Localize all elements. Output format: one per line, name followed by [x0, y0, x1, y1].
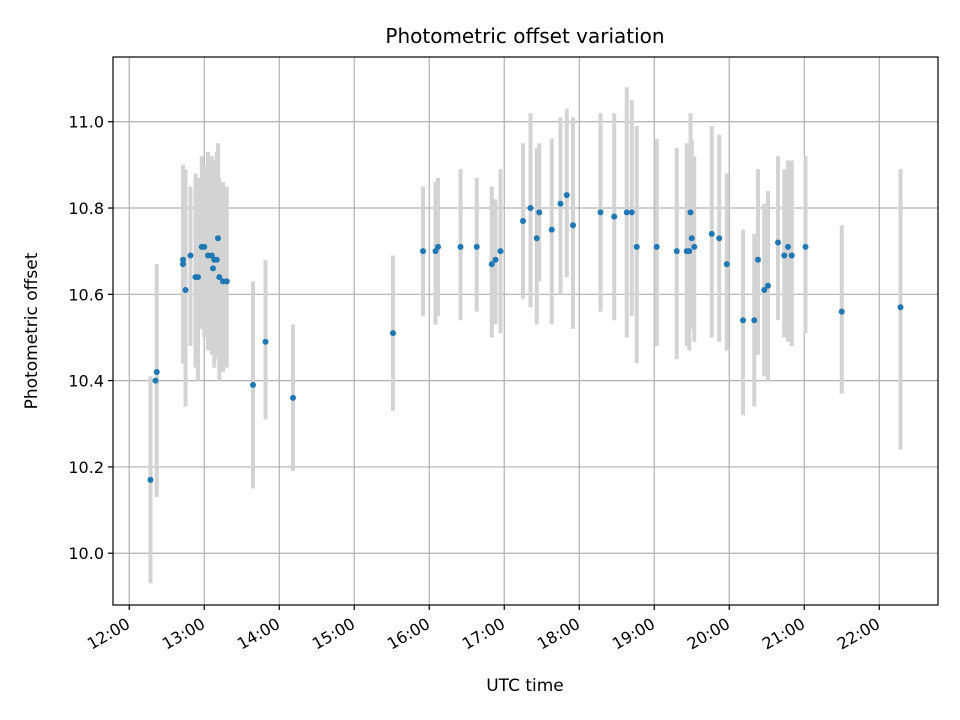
data-point — [686, 248, 693, 255]
data-point — [687, 209, 694, 216]
data-point — [215, 235, 221, 242]
data-point — [250, 381, 256, 388]
data-point — [435, 243, 441, 250]
data-point — [563, 192, 570, 199]
data-point — [187, 252, 194, 259]
data-point — [708, 230, 715, 237]
x-axis-label: UTC time — [486, 676, 564, 696]
data-point — [611, 213, 618, 220]
data-point — [195, 274, 201, 281]
data-point — [688, 235, 695, 242]
data-point — [457, 243, 464, 250]
data-point — [673, 248, 680, 255]
data-point — [533, 235, 540, 242]
grid — [113, 57, 938, 605]
data-point — [152, 377, 159, 384]
y-tick-label: 10.0 — [68, 544, 104, 563]
data-point — [785, 243, 791, 250]
data-point — [628, 209, 635, 216]
data-point — [597, 209, 604, 216]
data-point — [153, 368, 160, 375]
plot-frame — [112, 56, 939, 606]
data-point — [390, 330, 396, 337]
data-points — [147, 192, 904, 483]
data-point — [557, 200, 564, 207]
y-tick-label: 10.8 — [68, 199, 104, 218]
y-tick-label: 10.2 — [68, 458, 104, 477]
data-point — [802, 243, 809, 250]
data-point — [180, 256, 186, 263]
data-point — [691, 243, 698, 250]
data-point — [716, 235, 723, 242]
y-axis-label: Photometric offset — [22, 252, 42, 409]
data-point — [765, 282, 771, 289]
data-point — [838, 308, 845, 315]
data-point — [570, 222, 576, 229]
data-point — [223, 278, 230, 285]
data-point — [755, 256, 761, 263]
data-point — [201, 243, 208, 250]
y-tick-label: 11.0 — [68, 113, 104, 132]
data-point — [897, 304, 904, 311]
y-axis-ticks: 10.0 10.2 10.4 10.6 10.8 11.0 — [68, 113, 113, 563]
data-point — [420, 248, 426, 255]
data-point — [751, 317, 758, 324]
data-point — [520, 217, 526, 224]
y-tick-label: 10.6 — [68, 285, 104, 304]
data-point — [290, 394, 296, 401]
data-point — [623, 209, 630, 216]
data-point — [536, 209, 543, 216]
data-point — [527, 205, 534, 212]
data-point — [740, 317, 746, 324]
data-point — [548, 226, 555, 233]
y-tick-label: 10.4 — [68, 372, 104, 391]
data-point — [180, 261, 186, 268]
data-point — [775, 239, 781, 246]
data-point — [210, 265, 216, 272]
data-point — [653, 243, 660, 250]
data-point — [497, 248, 504, 255]
chart-title: Photometric offset variation — [385, 24, 664, 48]
data-point — [488, 261, 495, 268]
data-point — [492, 256, 499, 263]
data-point — [788, 252, 795, 259]
data-point — [182, 287, 189, 294]
data-point — [633, 243, 640, 250]
data-point — [723, 261, 730, 268]
data-point — [213, 256, 220, 263]
data-point — [216, 274, 223, 281]
data-point — [147, 476, 154, 483]
data-point — [761, 287, 768, 294]
data-point — [781, 252, 788, 259]
data-point — [473, 243, 480, 250]
data-point — [262, 338, 269, 345]
